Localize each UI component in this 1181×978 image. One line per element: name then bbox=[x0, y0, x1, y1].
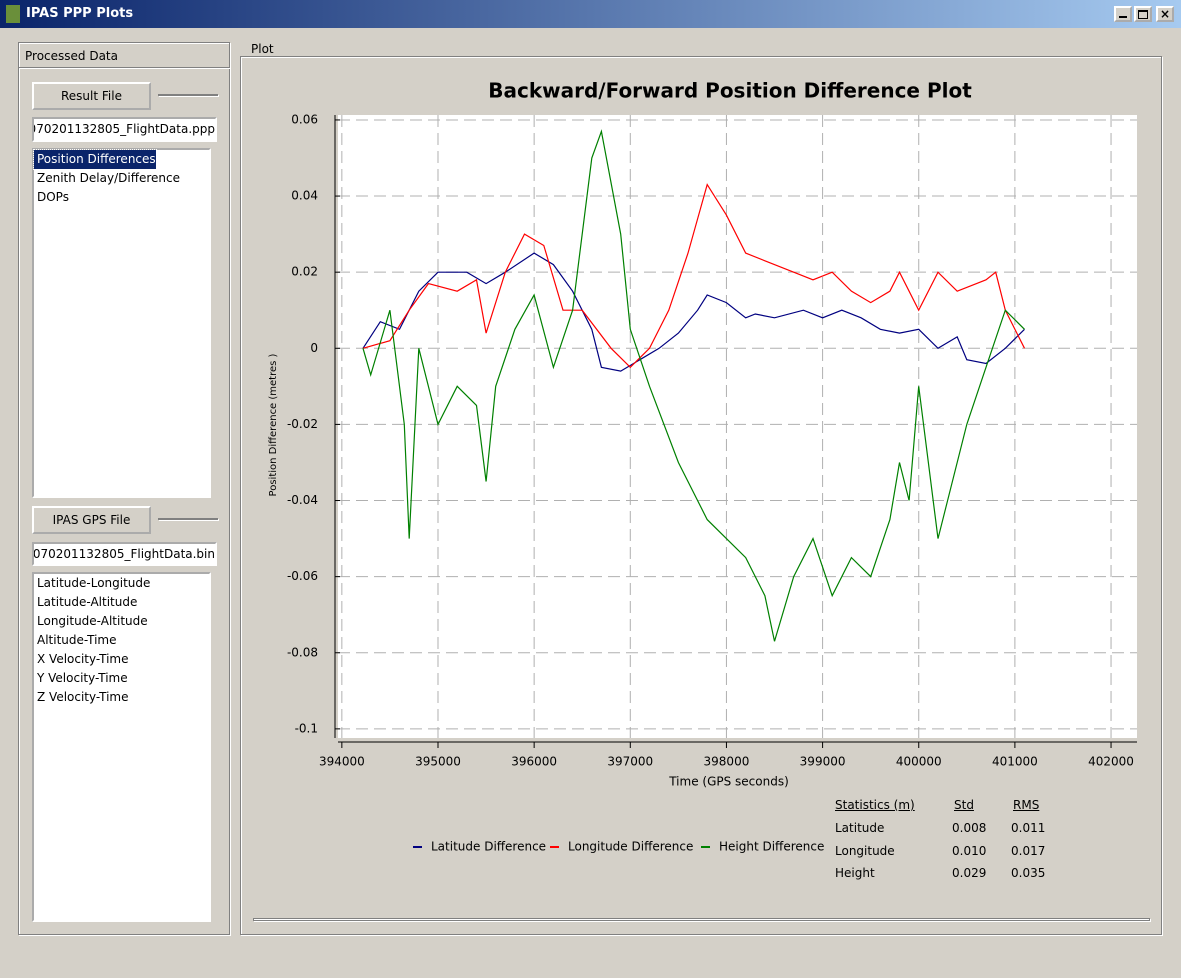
list-item[interactable]: Longitude-Altitude bbox=[37, 614, 148, 628]
stat-header: RMS bbox=[1013, 798, 1040, 812]
x-tick-label: 395000 bbox=[415, 755, 461, 769]
legend-label: Height Difference bbox=[719, 840, 824, 854]
x-tick-label: 401000 bbox=[992, 755, 1038, 769]
stat-header: Statistics (m) bbox=[835, 798, 915, 812]
data-line bbox=[362, 129, 1025, 642]
y-tick-label: -0.08 bbox=[287, 645, 318, 659]
panel-header: Processed Data bbox=[18, 42, 230, 68]
stat-cell: Height bbox=[835, 866, 875, 880]
list-item[interactable]: Z Velocity-Time bbox=[37, 690, 129, 704]
y-tick-label: 0.06 bbox=[291, 112, 318, 126]
gps-file-text: 0070201132805_FlightData.bin bbox=[32, 547, 215, 561]
y-tick-label: 0.04 bbox=[291, 189, 318, 203]
plot-group-title: Plot bbox=[248, 42, 277, 56]
x-tick-label: 402000 bbox=[1088, 755, 1134, 769]
list-item[interactable]: Latitude-Longitude bbox=[37, 576, 151, 590]
list-item[interactable]: DOPs bbox=[37, 190, 69, 204]
data-line bbox=[362, 252, 1025, 372]
x-tick-label: 397000 bbox=[607, 755, 653, 769]
y-tick-label: 0.02 bbox=[291, 265, 318, 279]
list-item[interactable]: Y Velocity-Time bbox=[37, 671, 128, 685]
gps-file-field[interactable]: 0070201132805_FlightData.bin bbox=[32, 542, 217, 566]
close-button[interactable]: × bbox=[1156, 6, 1174, 22]
result-list[interactable]: Position Differences Zenith Delay/Differe… bbox=[32, 148, 211, 498]
y-axis-label: Position Difference (metres ) bbox=[268, 353, 279, 496]
list-item[interactable]: Zenith Delay/Difference bbox=[37, 171, 180, 185]
gps-list[interactable]: Latitude-Longitude Latitude-Altitude Longi… bbox=[32, 572, 211, 922]
stat-cell: 0.017 bbox=[1011, 844, 1046, 858]
stat-cell: 0.035 bbox=[1011, 866, 1046, 880]
list-item[interactable]: Latitude-Altitude bbox=[37, 595, 138, 609]
y-tick-label: -0.04 bbox=[287, 493, 318, 507]
result-file-field[interactable]: 0070201132805_FlightData.ppp bbox=[32, 117, 217, 142]
x-axis-label: Time (GPS seconds) bbox=[668, 775, 789, 789]
x-tick-label: 394000 bbox=[319, 755, 365, 769]
legend-label: Longitude Difference bbox=[568, 840, 693, 854]
result-file-text: 0070201132805_FlightData.ppp bbox=[32, 122, 215, 136]
list-item[interactable]: Altitude-Time bbox=[37, 633, 117, 647]
stat-cell: Longitude bbox=[835, 844, 895, 858]
result-file-button[interactable]: Result File bbox=[32, 82, 151, 110]
stat-cell: 0.011 bbox=[1011, 821, 1046, 835]
list-item[interactable]: X Velocity-Time bbox=[37, 652, 129, 666]
data-line bbox=[362, 183, 1026, 369]
plot-group bbox=[240, 56, 1162, 935]
stat-cell: Latitude bbox=[835, 821, 885, 835]
list-item[interactable]: Position Differences bbox=[33, 149, 157, 170]
plot-area bbox=[338, 115, 1137, 738]
app-icon bbox=[6, 5, 20, 23]
legend-label: Latitude Difference bbox=[431, 840, 546, 854]
chart: Backward/Forward Position Difference Plo… bbox=[268, 79, 1137, 854]
y-tick-label: -0.1 bbox=[295, 721, 318, 735]
stat-cell: 0.029 bbox=[952, 866, 987, 880]
x-tick-label: 400000 bbox=[896, 755, 942, 769]
separator bbox=[158, 518, 218, 520]
y-tick-label: -0.06 bbox=[287, 569, 318, 583]
stat-cell: 0.010 bbox=[952, 844, 987, 858]
gps-file-button[interactable]: IPAS GPS File bbox=[32, 506, 151, 534]
maximize-button[interactable] bbox=[1134, 6, 1152, 22]
separator bbox=[158, 94, 218, 96]
y-tick-label: 0 bbox=[310, 341, 318, 355]
y-tick-label: -0.02 bbox=[287, 417, 318, 431]
separator bbox=[253, 918, 1150, 921]
x-tick-label: 398000 bbox=[704, 755, 750, 769]
x-tick-label: 396000 bbox=[511, 755, 557, 769]
minimize-button[interactable] bbox=[1114, 6, 1132, 22]
window-title: IPAS PPP Plots bbox=[26, 6, 134, 21]
title-bar: IPAS PPP Plots × bbox=[0, 0, 1181, 28]
x-tick-label: 399000 bbox=[800, 755, 846, 769]
chart-title: Backward/Forward Position Difference Plo… bbox=[488, 79, 972, 103]
stat-cell: 0.008 bbox=[952, 821, 987, 835]
stat-header: Std bbox=[954, 798, 974, 812]
